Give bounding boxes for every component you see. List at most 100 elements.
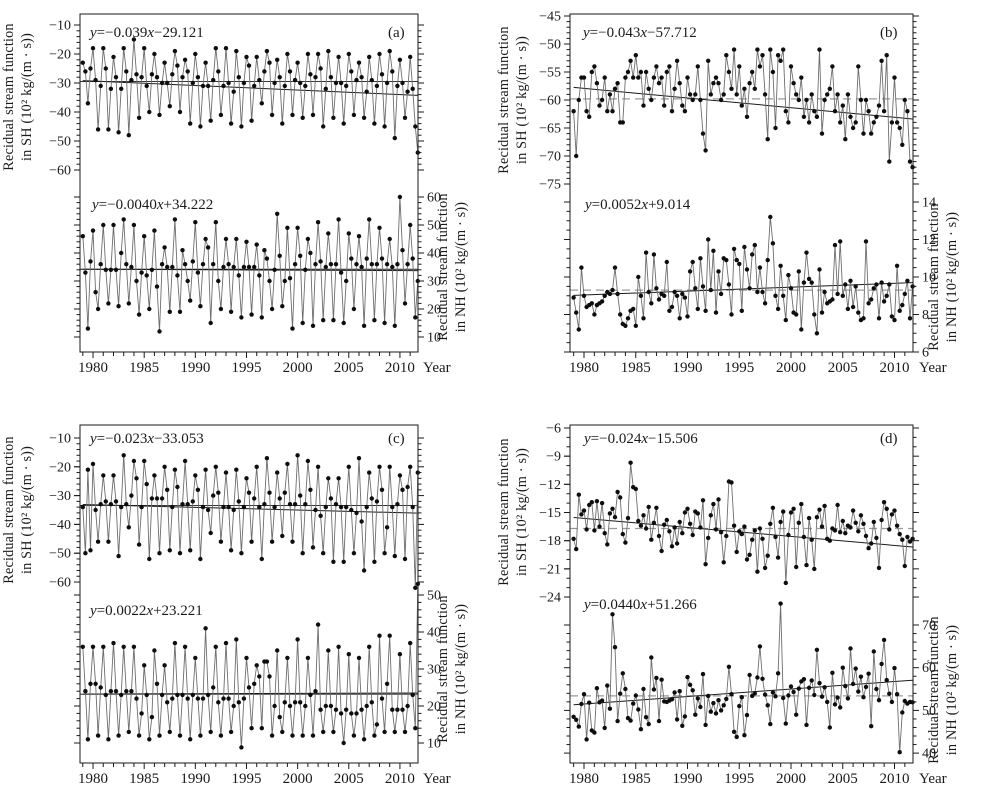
panel-c-nh-point bbox=[195, 696, 201, 701]
panel-c-sh-point bbox=[321, 551, 326, 556]
panel-a-nh-point bbox=[377, 225, 382, 230]
panel-d-nh-point bbox=[700, 671, 706, 677]
panel-a-nh-point bbox=[305, 236, 311, 242]
panel-d-nh-point bbox=[845, 696, 851, 701]
panel-a-sh-point bbox=[303, 83, 308, 89]
panel-c-nh-tick-label: 20 bbox=[427, 700, 441, 715]
panel-d-sh-point bbox=[695, 511, 700, 516]
panel-c-sh-point bbox=[85, 467, 91, 472]
panel-a-sh-point bbox=[413, 124, 418, 129]
panel-c-sh-series-line bbox=[82, 455, 419, 588]
panel-d-nh-point bbox=[760, 676, 765, 681]
panel-d-nh-point bbox=[638, 727, 644, 732]
panel-c-nh-point bbox=[264, 659, 270, 664]
panel-c-sh-point bbox=[111, 473, 116, 478]
panel-d-sh-point bbox=[643, 526, 649, 531]
panel-c-sh-point bbox=[93, 507, 98, 513]
panel-d-sh-point bbox=[768, 521, 773, 526]
panel-d-nh-point bbox=[809, 678, 814, 683]
panel-a-nh-point bbox=[384, 262, 390, 267]
panel-c-x-tick-label: 1990 bbox=[180, 771, 210, 787]
panel-c-nh-point bbox=[213, 644, 218, 649]
panel-b-nh-point bbox=[708, 287, 713, 293]
panel-d-sh-point bbox=[662, 522, 667, 527]
panel-d-sh-point bbox=[796, 520, 801, 525]
panel-d-nh-point bbox=[711, 700, 716, 706]
panel-c-sh-point bbox=[264, 456, 270, 461]
panel-b-sh-point bbox=[667, 64, 672, 69]
panel-d-sh-point bbox=[620, 531, 625, 537]
panel-d-sh-point bbox=[773, 534, 778, 540]
panel-b-sh-point bbox=[871, 120, 876, 125]
panel-b-sh-point bbox=[731, 47, 737, 52]
panel-a-nh-point bbox=[349, 256, 354, 261]
panel-b-nh-point bbox=[729, 312, 734, 317]
panel-b-sh-point bbox=[863, 97, 869, 103]
panel-a-sh-point bbox=[111, 54, 116, 60]
panel-a-sh-point bbox=[108, 86, 114, 92]
panel-a-nh-series-line bbox=[82, 196, 419, 332]
panel-d-nh-point bbox=[695, 696, 700, 701]
panel-a-nh-point bbox=[93, 290, 98, 295]
panel-a-nh-tick-label: 10 bbox=[427, 331, 441, 346]
panel-b-sh-tick-label: −50 bbox=[539, 38, 561, 53]
panel-b-sh-tick-label: −45 bbox=[539, 10, 561, 25]
panel-c-nh-series-line bbox=[82, 583, 419, 748]
panel-b-sh-point bbox=[651, 75, 657, 80]
panel-d-sh-point bbox=[781, 509, 786, 514]
panel-b-sh-point bbox=[594, 81, 600, 86]
panel-b-x-tick-label: 1985 bbox=[621, 360, 651, 376]
panel-a-sh-point bbox=[336, 54, 341, 60]
panel-b-nh-point bbox=[765, 257, 770, 263]
panel-d-sh-point bbox=[654, 505, 659, 510]
panel-d-sh-point bbox=[794, 564, 799, 570]
panel-c-sh-point bbox=[315, 464, 321, 469]
panel-d-nh-point bbox=[612, 645, 618, 650]
panel-d-nh-point bbox=[649, 655, 654, 660]
panel-d-nh-trend-line bbox=[573, 679, 913, 706]
panel-d-nh-point bbox=[599, 698, 605, 703]
panel-b-nh-point bbox=[778, 263, 783, 268]
panel-b-nh-point bbox=[866, 301, 871, 306]
panel-c-sh-equation: y=−0.023x−33.053 bbox=[88, 431, 204, 447]
panel-c-nh-point bbox=[269, 733, 275, 738]
panel-d-sh-point bbox=[866, 546, 871, 551]
panel-b-nh-point bbox=[781, 293, 786, 298]
panel-c-nh-point bbox=[170, 696, 175, 701]
panel-d-sh-point bbox=[602, 531, 607, 536]
panel-a-nh-tick-label: 50 bbox=[427, 219, 441, 234]
panel-d-nh-point bbox=[874, 686, 879, 692]
panel-a-nh-point bbox=[341, 320, 346, 326]
panel-c-sh-point bbox=[290, 539, 295, 544]
panel-d-nh-point bbox=[879, 661, 884, 667]
panel-c-nh-point bbox=[159, 692, 165, 698]
panel-a-sh-point bbox=[384, 80, 390, 86]
panel-b-sh-point bbox=[615, 81, 620, 86]
panel-c-sh-point bbox=[384, 525, 390, 530]
panel-c-sh-point bbox=[303, 502, 308, 507]
panel-a-nh-point bbox=[351, 306, 357, 312]
panel-c-sh-point bbox=[236, 499, 241, 504]
panel-c-sh-point bbox=[318, 513, 323, 518]
panel-b-sh-point bbox=[662, 103, 667, 108]
panel-a-nh-point bbox=[190, 259, 195, 264]
panel-d-nh-point bbox=[628, 718, 633, 723]
panel-a-nh-point bbox=[244, 239, 249, 244]
panel-c-sh-point bbox=[228, 548, 234, 553]
panel-c-sh-point bbox=[244, 476, 249, 481]
panel-c-sh-point bbox=[198, 556, 203, 562]
panel-b-sh-point bbox=[685, 75, 690, 80]
panel-a-sh-point bbox=[198, 124, 203, 129]
panel-b-sh-point bbox=[706, 58, 711, 63]
panel-c-sh-point bbox=[336, 476, 341, 481]
panel-b-sh-point bbox=[781, 47, 786, 52]
panel-d-sh-point bbox=[623, 540, 628, 545]
panel-c-sh-point bbox=[252, 496, 257, 501]
panel-d-x-tick-label: 1985 bbox=[621, 771, 651, 787]
panel-d-sh-point bbox=[680, 531, 685, 536]
panel-b-nh-point bbox=[700, 284, 706, 289]
panel-a-sh-point bbox=[346, 51, 351, 57]
panel-a-sh-point bbox=[326, 48, 331, 54]
panel-a-sh-point bbox=[272, 80, 277, 86]
panel-d-sh-point bbox=[597, 524, 602, 529]
